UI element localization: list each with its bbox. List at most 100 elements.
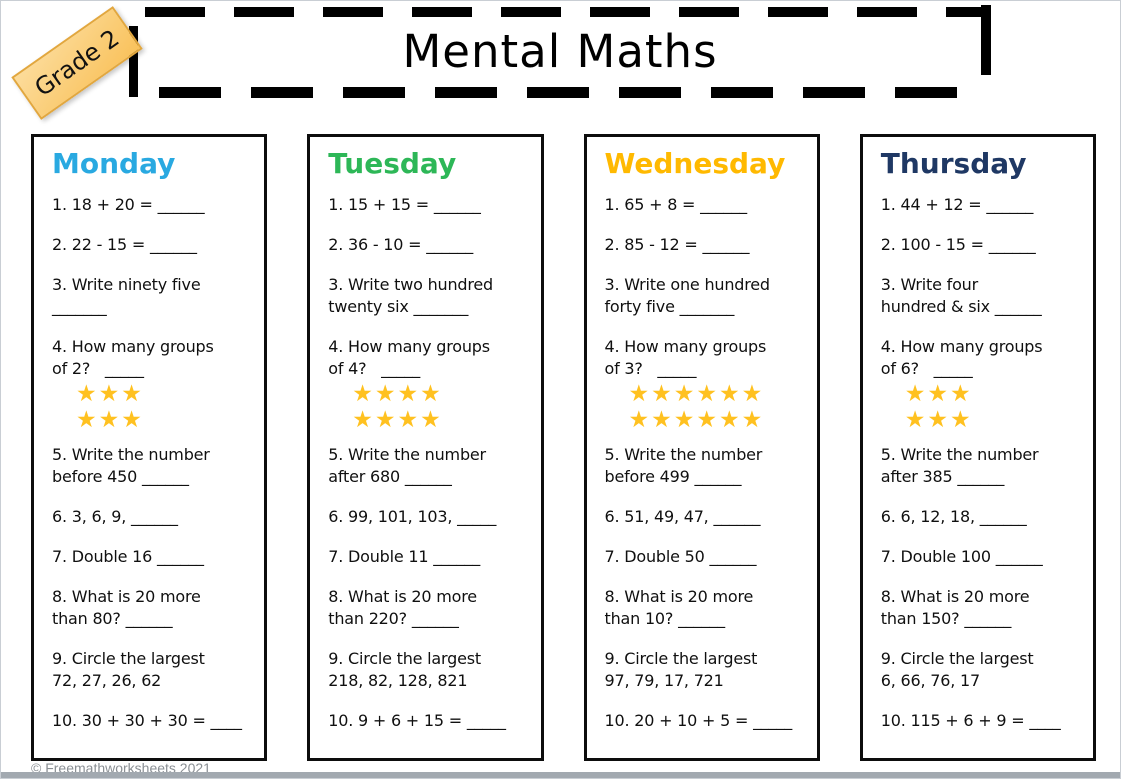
star-icon: ★ xyxy=(374,407,398,433)
star-row: ★★★★ xyxy=(352,408,530,434)
title-frame: Mental Maths xyxy=(129,5,991,98)
star-icon: ★ xyxy=(696,381,719,407)
star-group: ★★★★★★ ★★★★★★ xyxy=(605,382,807,434)
thursday-heading: Thursday xyxy=(880,147,1027,180)
star-icon: ★ xyxy=(927,407,950,433)
star-icon: ★ xyxy=(121,407,144,433)
question-4: 4. How many groups of 4? _____ xyxy=(328,337,490,378)
question-6: 6. 99, 101, 103, _____ xyxy=(328,507,497,526)
question-10: 10. 30 + 30 + 30 = ____ xyxy=(52,711,242,730)
wednesday-column: Wednesday 1. 65 + 8 = ______ 2. 85 - 12 … xyxy=(583,134,820,761)
star-row: ★★★ xyxy=(905,382,1083,408)
thursday-column: Thursday 1. 44 + 12 = ______ 2. 100 - 15… xyxy=(859,134,1096,761)
question-5: 5. Write the number after 680 ______ xyxy=(328,445,486,486)
star-group: ★★★ ★★★ xyxy=(881,382,1083,434)
star-icon: ★ xyxy=(673,381,697,407)
question-6: 6. 51, 49, 47, ______ xyxy=(604,507,761,526)
question-1: 1. 15 + 15 = ______ xyxy=(328,195,481,214)
star-icon: ★ xyxy=(374,381,398,407)
question-3: 3. Write four hundred & six ______ xyxy=(880,275,1042,316)
star-row: ★★★★ xyxy=(352,382,530,408)
star-icon: ★ xyxy=(98,381,122,407)
question-1: 1. 18 + 20 = ______ xyxy=(52,195,205,214)
star-icon: ★ xyxy=(397,407,421,433)
question-8: 8. What is 20 more than 10? ______ xyxy=(604,587,754,628)
star-icon: ★ xyxy=(420,381,443,407)
star-row: ★★★★★★ xyxy=(629,382,807,408)
star-icon: ★ xyxy=(719,407,742,433)
grade-badge: Grade 2 xyxy=(11,6,143,120)
monday-heading: Monday xyxy=(52,147,176,180)
star-row: ★★★★★★ xyxy=(629,408,807,434)
question-3: 3. Write ninety five _______ xyxy=(52,275,201,316)
title-frame-left-bar xyxy=(129,26,138,97)
star-icon: ★ xyxy=(420,407,443,433)
title-frame-right-bar xyxy=(981,5,991,75)
star-icon: ★ xyxy=(673,407,697,433)
star-icon: ★ xyxy=(98,407,122,433)
star-icon: ★ xyxy=(628,407,652,433)
question-9: 9. Circle the largest 6, 66, 76, 17 xyxy=(880,649,1034,690)
star-icon: ★ xyxy=(352,407,375,433)
question-7: 7. Double 50 ______ xyxy=(604,547,757,566)
question-4: 4. How many groups of 6? _____ xyxy=(880,337,1043,378)
star-icon: ★ xyxy=(950,407,973,433)
slide-edge-strip xyxy=(1,772,1120,778)
question-9: 9. Circle the largest 218, 82, 128, 821 xyxy=(328,649,481,690)
wednesday-heading: Wednesday xyxy=(604,147,786,180)
star-icon: ★ xyxy=(651,381,674,407)
question-9: 9. Circle the largest 72, 27, 26, 62 xyxy=(52,649,205,690)
star-icon: ★ xyxy=(397,381,421,407)
star-icon: ★ xyxy=(651,407,674,433)
title-frame-top-dashes xyxy=(145,7,987,17)
question-5: 5. Write the number after 385 ______ xyxy=(880,445,1039,486)
star-icon: ★ xyxy=(696,407,719,433)
page-title: Mental Maths xyxy=(402,25,718,78)
star-row: ★★★ xyxy=(905,408,1083,434)
star-row: ★★★ xyxy=(76,382,254,408)
day-columns: Monday 1. 18 + 20 = ______ 2. 22 - 15 = … xyxy=(31,134,1096,761)
question-10: 10. 9 + 6 + 15 = _____ xyxy=(328,711,506,730)
question-8: 8. What is 20 more than 150? ______ xyxy=(880,587,1030,628)
star-icon: ★ xyxy=(352,381,375,407)
star-icon: ★ xyxy=(628,381,652,407)
star-icon: ★ xyxy=(719,381,742,407)
title-frame-bottom-dashes xyxy=(159,87,985,98)
question-9: 9. Circle the largest 97, 79, 17, 721 xyxy=(604,649,758,690)
star-icon: ★ xyxy=(741,407,765,433)
question-6: 6. 6, 12, 18, ______ xyxy=(880,507,1027,526)
question-7: 7. Double 11 ______ xyxy=(328,547,481,566)
question-5: 5. Write the number before 450 ______ xyxy=(52,445,210,486)
question-4: 4. How many groups of 2? _____ xyxy=(52,337,214,378)
star-row: ★★★ xyxy=(76,408,254,434)
question-8: 8. What is 20 more than 220? ______ xyxy=(328,587,477,628)
star-group: ★★★★ ★★★★ xyxy=(328,382,530,434)
star-icon: ★ xyxy=(927,381,950,407)
question-2: 2. 100 - 15 = ______ xyxy=(880,235,1036,254)
question-1: 1. 44 + 12 = ______ xyxy=(880,195,1034,214)
star-icon: ★ xyxy=(904,381,928,407)
star-icon: ★ xyxy=(950,381,973,407)
tuesday-heading: Tuesday xyxy=(328,147,457,180)
grade-badge-label: Grade 2 xyxy=(29,23,125,103)
question-7: 7. Double 16 ______ xyxy=(52,547,204,566)
question-6: 6. 3, 6, 9, ______ xyxy=(52,507,178,526)
question-10: 10. 20 + 10 + 5 = _____ xyxy=(604,711,793,730)
question-3: 3. Write two hundred twenty six _______ xyxy=(328,275,493,316)
star-icon: ★ xyxy=(121,381,144,407)
question-5: 5. Write the number before 499 ______ xyxy=(604,445,763,486)
question-4: 4. How many groups of 3? _____ xyxy=(604,337,767,378)
monday-column: Monday 1. 18 + 20 = ______ 2. 22 - 15 = … xyxy=(31,134,268,761)
star-icon: ★ xyxy=(741,381,765,407)
tuesday-column: Tuesday 1. 15 + 15 = ______ 2. 36 - 10 =… xyxy=(307,134,544,761)
question-2: 2. 85 - 12 = ______ xyxy=(604,235,750,254)
question-10: 10. 115 + 6 + 9 = ____ xyxy=(880,711,1061,730)
question-2: 2. 36 - 10 = ______ xyxy=(328,235,474,254)
star-group: ★★★ ★★★ xyxy=(52,382,254,434)
star-icon: ★ xyxy=(76,407,99,433)
question-2: 2. 22 - 15 = ______ xyxy=(52,235,197,254)
star-icon: ★ xyxy=(76,381,99,407)
question-8: 8. What is 20 more than 80? ______ xyxy=(52,587,201,628)
question-3: 3. Write one hundred forty five _______ xyxy=(604,275,771,316)
